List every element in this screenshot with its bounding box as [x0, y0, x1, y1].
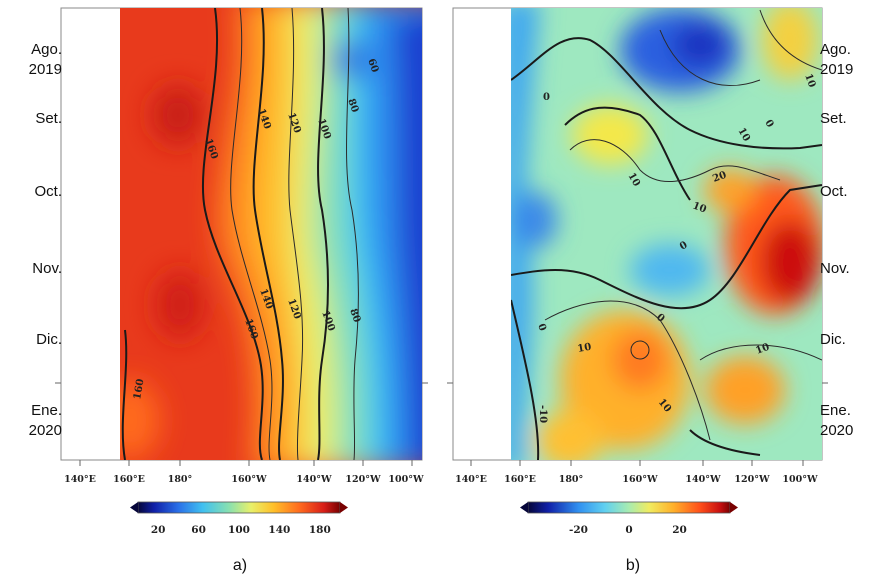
y-tick-oct-right: Oct.	[820, 183, 848, 200]
x-tick-a-160e: 160°E	[113, 474, 145, 485]
y-tick-set: Set.	[35, 110, 62, 127]
contour-label-b-6: 10	[691, 200, 708, 215]
colorbar-a-tick-4: 180	[308, 524, 331, 536]
x-tick-a-160w: 160°W	[231, 474, 267, 485]
y-tick-ago-2019: Ago. 2019	[28, 41, 62, 78]
colorbar-b	[520, 501, 738, 514]
y-tick-dic-right: Dic.	[820, 331, 846, 348]
contour-label-a-6: 60	[365, 57, 380, 74]
colorbar-a-tick-0: 20	[150, 524, 166, 536]
contour-label-b-9: 10	[577, 342, 593, 355]
panel-b-field	[511, 8, 822, 460]
x-tick-b-180: 180°	[558, 474, 584, 485]
y-tick-ago-2019-right: Ago. 2019	[820, 41, 854, 78]
contour-label-b-13: -10	[537, 405, 548, 423]
x-tick-b-120w: 120°W	[734, 474, 770, 485]
contour-label-b-14: 10	[802, 72, 817, 89]
x-tick-a-140e: 140°E	[64, 474, 96, 485]
colorbar-b-tick-0: -20	[569, 524, 588, 536]
colorbar-a-tick-1: 60	[191, 524, 206, 536]
contour-label-b-7: 0	[678, 240, 690, 253]
colorbar-a	[130, 501, 348, 514]
contour-label-b-1: 0	[543, 92, 550, 103]
panel-a-field	[120, 8, 422, 460]
contour-label-b-11: 0	[535, 322, 548, 332]
panel-a-ticks	[55, 382, 428, 466]
y-tick-oct: Oct.	[34, 183, 62, 200]
contour-label-a-12: 160	[132, 378, 146, 401]
x-tick-b-160w: 160°W	[622, 474, 658, 485]
colorbar-b-tick-1: 0	[625, 524, 633, 536]
y-tick-nov-right: Nov.	[820, 260, 850, 277]
x-tick-a-180: 180°	[167, 474, 193, 485]
x-tick-b-160e: 160°E	[504, 474, 536, 485]
y-tick-nov: Nov.	[32, 260, 62, 277]
y-tick-ene-2020-right: Ene. 2020	[820, 402, 854, 439]
x-tick-a-140w: 140°W	[296, 474, 332, 485]
colorbar-a-tick-2: 100	[228, 524, 250, 536]
panel-b-ticks	[447, 382, 828, 466]
contour-label-b-5: 20	[711, 170, 728, 185]
y-tick-ene-2020: Ene. 2020	[28, 402, 62, 439]
x-tick-b-100w: 100°W	[782, 474, 818, 485]
x-tick-b-140w: 140°W	[685, 474, 721, 485]
x-tick-a-100w: 100°W	[388, 474, 424, 485]
x-tick-a-120w: 120°W	[345, 474, 381, 485]
y-tick-set-right: Set.	[820, 110, 847, 127]
contour-label-b-3: 0	[762, 118, 775, 130]
panel-label-b: b)	[625, 557, 641, 574]
x-tick-b-140e: 140°E	[455, 474, 487, 485]
panel-b-contour-labels: 0 10 0 10 20 10 0 0 10 10 0 10 -10 10	[535, 72, 817, 423]
contour-label-b-12: 10	[754, 342, 771, 357]
contour-label-a-5: 80	[345, 97, 360, 114]
colorbar-b-tick-2: 20	[672, 524, 687, 536]
colorbar-a-tick-3: 140	[268, 524, 291, 536]
contour-label-a-7: 80	[347, 307, 362, 324]
y-tick-dic: Dic.	[36, 331, 62, 348]
panel-label-a: a)	[232, 557, 248, 574]
